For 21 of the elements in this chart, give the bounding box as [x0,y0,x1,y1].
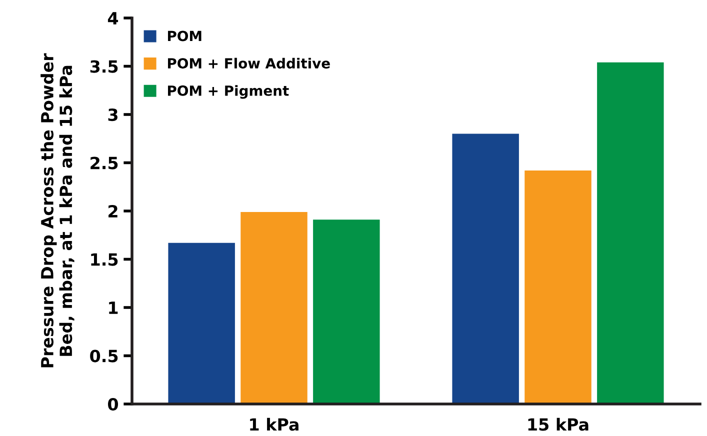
x-tick-label: 1 kPa [250,418,298,431]
y-tick-label: 0 [108,398,118,411]
y-tick-label: 3.5 [90,60,118,73]
y-tick-label: 4 [108,12,118,24]
bar [168,242,235,404]
y-tick-label: 2 [108,204,118,218]
y-tick-label: 0.5 [90,350,118,362]
y-tick-label: 3 [108,108,118,122]
bar [240,212,308,404]
bar [452,134,519,404]
y-tick-label: 2.5 [90,156,118,170]
bar [597,62,664,404]
y-tick-label: 1 [109,302,118,314]
bar [524,170,592,404]
legend-label: POM [168,30,202,42]
legend-label: POM + Pigment [168,85,289,99]
y-tick-label: 1.5 [91,253,118,266]
bar [313,220,380,404]
y-axis-title: Pressure Drop Across the Powder Bed, mbar, at 1 kPa and 15 kPa [40,53,74,368]
legend-label: POM + Flow Additive [168,58,330,69]
x-tick-label: 15 kPa [528,418,588,431]
